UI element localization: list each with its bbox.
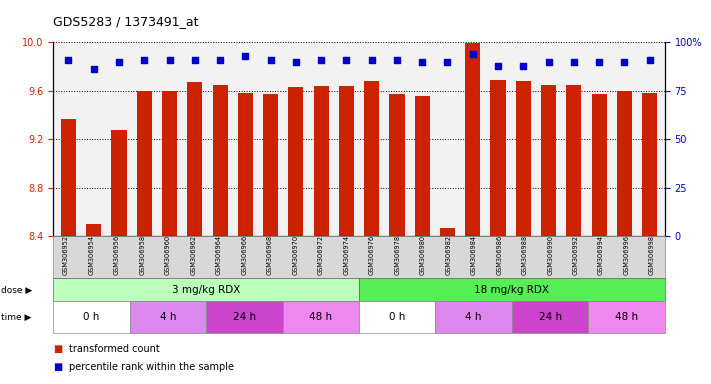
Text: GSM306972: GSM306972 [318, 235, 324, 275]
Text: 24 h: 24 h [232, 312, 256, 323]
Text: 48 h: 48 h [309, 312, 333, 323]
Bar [86, 224, 102, 236]
Text: 24 h: 24 h [538, 312, 562, 323]
Point [467, 51, 479, 57]
Text: percentile rank within the sample: percentile rank within the sample [69, 362, 234, 372]
Text: GSM306978: GSM306978 [395, 235, 400, 275]
Text: GDS5283 / 1373491_at: GDS5283 / 1373491_at [53, 15, 199, 28]
Point [164, 56, 175, 63]
Point [63, 56, 74, 63]
Bar [491, 80, 506, 236]
Text: GSM306988: GSM306988 [522, 235, 528, 275]
Text: GSM306994: GSM306994 [598, 235, 604, 275]
Text: ■: ■ [53, 362, 63, 372]
Bar [112, 129, 127, 236]
Bar [440, 228, 455, 236]
Text: 4 h: 4 h [466, 312, 482, 323]
Bar [213, 84, 228, 236]
Text: GSM306966: GSM306966 [242, 235, 247, 275]
Text: GSM306980: GSM306980 [419, 235, 426, 275]
Text: 4 h: 4 h [160, 312, 176, 323]
Text: transformed count: transformed count [69, 344, 160, 354]
Text: time ▶: time ▶ [1, 313, 32, 322]
Text: GSM306956: GSM306956 [114, 235, 120, 275]
Bar [465, 43, 481, 236]
Point [492, 63, 503, 69]
Point [139, 56, 150, 63]
Text: GSM306958: GSM306958 [139, 235, 146, 275]
Point [644, 56, 656, 63]
Point [88, 66, 100, 73]
Bar [642, 93, 657, 236]
Text: GSM306962: GSM306962 [191, 235, 196, 275]
Bar [566, 84, 582, 236]
Point [619, 59, 630, 65]
Bar [390, 94, 405, 236]
Text: GSM306990: GSM306990 [547, 235, 553, 275]
Bar [162, 91, 177, 236]
Point [518, 63, 529, 69]
Text: GSM306998: GSM306998 [649, 235, 655, 275]
Point [543, 59, 555, 65]
Text: 3 mg/kg RDX: 3 mg/kg RDX [172, 285, 240, 295]
Text: ■: ■ [53, 344, 63, 354]
Point [442, 59, 453, 65]
Bar [187, 82, 203, 236]
Bar [415, 96, 430, 236]
Bar [263, 94, 278, 236]
Bar [137, 91, 152, 236]
Bar [364, 81, 379, 236]
Text: 18 mg/kg RDX: 18 mg/kg RDX [474, 285, 550, 295]
Text: GSM306996: GSM306996 [624, 235, 629, 275]
Bar [288, 87, 304, 236]
Point [366, 56, 378, 63]
Text: 0 h: 0 h [83, 312, 100, 323]
Bar [61, 119, 76, 236]
Point [189, 56, 201, 63]
Text: GSM306964: GSM306964 [216, 235, 222, 275]
Text: GSM306970: GSM306970 [292, 235, 299, 275]
Bar [592, 94, 606, 236]
Point [316, 56, 327, 63]
Text: GSM306986: GSM306986 [496, 235, 502, 275]
Point [568, 59, 579, 65]
Bar [541, 84, 556, 236]
Point [417, 59, 428, 65]
Text: GSM306974: GSM306974 [343, 235, 349, 275]
Text: GSM306954: GSM306954 [89, 235, 95, 275]
Point [215, 56, 226, 63]
Text: 48 h: 48 h [615, 312, 638, 323]
Bar [515, 81, 531, 236]
Text: dose ▶: dose ▶ [1, 285, 33, 295]
Text: 0 h: 0 h [389, 312, 405, 323]
Point [240, 53, 251, 59]
Bar [237, 93, 253, 236]
Text: GSM306984: GSM306984 [471, 235, 476, 275]
Text: GSM306992: GSM306992 [572, 235, 579, 275]
Text: GSM306982: GSM306982 [445, 235, 451, 275]
Point [594, 59, 605, 65]
Point [391, 56, 402, 63]
Text: GSM306952: GSM306952 [63, 235, 69, 275]
Bar [339, 86, 354, 236]
Text: GSM306960: GSM306960 [165, 235, 171, 275]
Point [290, 59, 301, 65]
Point [265, 56, 277, 63]
Point [113, 59, 124, 65]
Bar [314, 86, 328, 236]
Bar [616, 91, 632, 236]
Text: GSM306976: GSM306976 [369, 235, 375, 275]
Point [341, 56, 352, 63]
Text: GSM306968: GSM306968 [267, 235, 273, 275]
